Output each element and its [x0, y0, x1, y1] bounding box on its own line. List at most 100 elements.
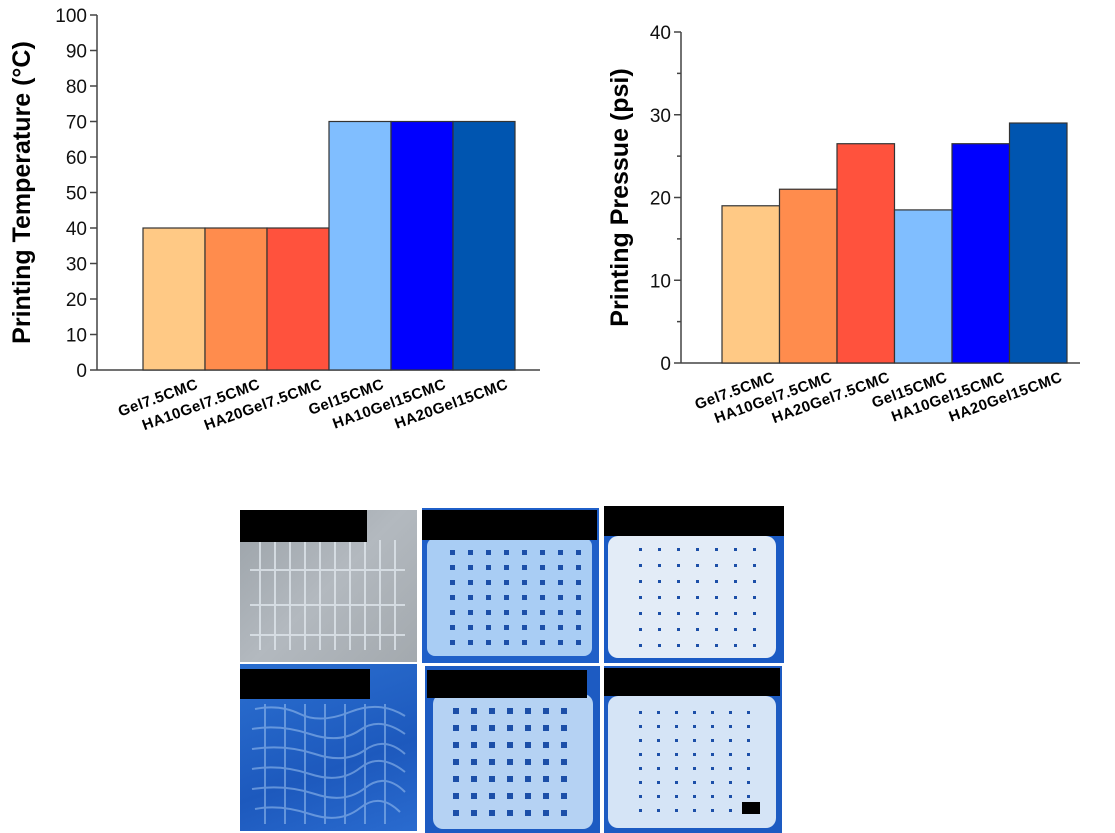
pore [489, 742, 495, 748]
pore [468, 610, 473, 615]
pore [734, 612, 737, 615]
bar-gel15cmc [328, 120, 392, 371]
pore [658, 612, 661, 615]
pore [561, 776, 567, 782]
pore [639, 612, 642, 615]
pore [729, 809, 732, 812]
pore-grid [453, 708, 567, 816]
pore [657, 753, 660, 756]
pore [677, 628, 680, 631]
pore [504, 580, 509, 585]
pore [734, 548, 737, 551]
pore [693, 725, 696, 728]
pore [693, 711, 696, 714]
pore [450, 640, 455, 645]
pore [734, 564, 737, 567]
pore [639, 795, 642, 798]
scale-bar [742, 802, 760, 814]
pore [453, 759, 459, 765]
pore [677, 596, 680, 599]
pore [711, 725, 714, 728]
pore [639, 753, 642, 756]
pore [468, 625, 473, 630]
bar-ha20gel15cmc [1008, 122, 1068, 364]
pore [453, 708, 459, 714]
pore [657, 781, 660, 784]
pore [558, 550, 563, 555]
pore [450, 625, 455, 630]
bar-ha20gel7-5cmc [266, 227, 330, 371]
pore [486, 595, 491, 600]
bar-ha20gel15cmc [452, 120, 516, 371]
pore [468, 550, 473, 555]
pore [543, 793, 549, 799]
pore [561, 708, 567, 714]
pore [693, 739, 696, 742]
pore [711, 781, 714, 784]
pore [729, 795, 732, 798]
pore [471, 725, 477, 731]
y-tick-label: 80 [66, 77, 87, 98]
pore [561, 759, 567, 765]
pore [504, 640, 509, 645]
y-tick-label: 20 [66, 290, 87, 311]
y-tick-label: 30 [650, 106, 671, 127]
redacted-label [427, 670, 587, 698]
pore [693, 795, 696, 798]
pore [715, 580, 718, 583]
pore [677, 564, 680, 567]
pore [696, 548, 699, 551]
y-tick-label: 20 [650, 189, 671, 210]
bar-ha10gel7-5cmc [778, 188, 838, 364]
pore [471, 810, 477, 816]
redacted-label [604, 506, 784, 536]
pore-grid [639, 711, 750, 812]
printing-temperature-chart: 0 10 20 30 40 50 60 70 80 90 100 Printing Temperatu… [8, 6, 540, 434]
pore [453, 776, 459, 782]
pore [711, 809, 714, 812]
pore [453, 810, 459, 816]
pore [540, 625, 545, 630]
pore [677, 580, 680, 583]
pore [468, 640, 473, 645]
pore [696, 596, 699, 599]
pore [507, 708, 513, 714]
pore [658, 628, 661, 631]
pore [504, 595, 509, 600]
pore [747, 725, 750, 728]
pore [696, 580, 699, 583]
pore [468, 595, 473, 600]
pore [696, 564, 699, 567]
pore [558, 595, 563, 600]
redacted-label [422, 510, 597, 540]
pore [468, 565, 473, 570]
pore [734, 596, 737, 599]
pore [540, 595, 545, 600]
pore [525, 725, 531, 731]
pore [639, 548, 642, 551]
bar-ha10gel15cmc [951, 143, 1011, 364]
pore [675, 711, 678, 714]
pore [711, 739, 714, 742]
y-tick-label: 40 [66, 219, 87, 240]
pore [486, 610, 491, 615]
bar-ha10gel15cmc [390, 120, 454, 371]
pore [677, 644, 680, 647]
pore [489, 793, 495, 799]
y-tick-label: 40 [650, 23, 671, 44]
y-tick-label: 60 [66, 148, 87, 169]
pore [525, 759, 531, 765]
bar-gel7-5cmc [721, 205, 781, 364]
pore [522, 625, 527, 630]
pore [639, 644, 642, 647]
pore [471, 742, 477, 748]
pore [576, 565, 581, 570]
pore [471, 759, 477, 765]
pore [677, 612, 680, 615]
pore [715, 548, 718, 551]
bar-ha10gel7-5cmc [204, 227, 268, 371]
pore [753, 596, 756, 599]
pore [729, 725, 732, 728]
pore [639, 596, 642, 599]
pore [558, 610, 563, 615]
